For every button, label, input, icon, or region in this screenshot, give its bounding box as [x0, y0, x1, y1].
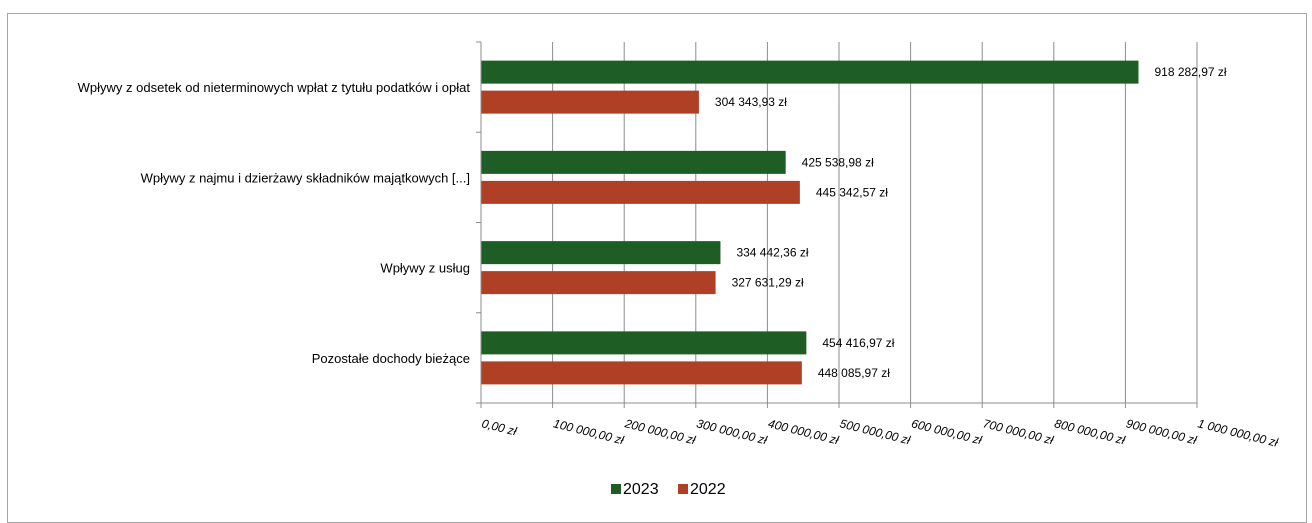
data-label: 454 416,97 zł — [822, 336, 894, 350]
legend-label: 2023 — [623, 481, 659, 498]
bar — [481, 90, 699, 114]
category-label: Wpływy z odsetek od nieterminowych wpłat… — [78, 80, 471, 95]
category-label: Pozostałe dochody bieżące — [312, 351, 470, 366]
x-tick-label: 1 000 000,00 zł — [1196, 416, 1279, 450]
legend-swatch — [678, 484, 688, 494]
x-tick-label: 300 000,00 zł — [695, 416, 769, 447]
x-tick-label: 400 000,00 zł — [767, 416, 841, 447]
bar — [481, 60, 1139, 84]
legend-swatch — [611, 484, 621, 494]
x-tick-label: 600 000,00 zł — [910, 416, 984, 447]
data-label: 445 342,57 zł — [816, 185, 888, 199]
data-label: 448 085,97 zł — [818, 366, 890, 380]
x-tick-label: 200 000,00 zł — [623, 416, 698, 447]
x-tick-label: 500 000,00 zł — [838, 416, 912, 447]
data-label: 425 538,98 zł — [802, 155, 874, 169]
data-label: 334 442,36 zł — [736, 246, 808, 260]
legend-label: 2022 — [690, 481, 726, 498]
data-label: 304 343,93 zł — [715, 95, 787, 109]
x-tick-label: 900 000,00 zł — [1125, 416, 1199, 447]
x-tick-label: 700 000,00 zł — [981, 416, 1055, 447]
data-label: 918 282,97 zł — [1154, 65, 1226, 79]
bar — [481, 361, 802, 385]
bar — [481, 180, 800, 204]
category-label: Wpływy z usług — [380, 261, 470, 276]
x-tick-label: 100 000,00 zł — [552, 416, 626, 447]
data-label: 327 631,29 zł — [732, 276, 804, 290]
x-tick-label: 0,00 zł — [480, 416, 518, 438]
bar — [481, 150, 786, 174]
x-tick-label: 800 000,00 zł — [1053, 416, 1127, 447]
bar — [481, 331, 807, 355]
bar — [481, 271, 716, 295]
category-label: Wpływy z najmu i dzierżawy składników ma… — [141, 170, 470, 185]
bar — [481, 241, 721, 265]
